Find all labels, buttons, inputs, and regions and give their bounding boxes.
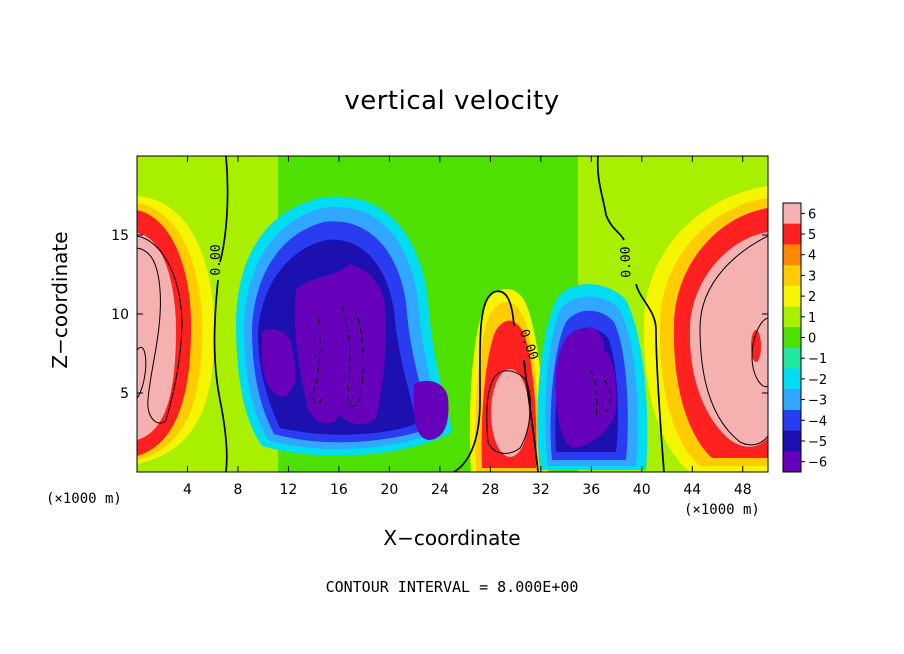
y-tick-label: 5 [120, 386, 129, 402]
colorbar-tick-label: 0 [808, 332, 816, 347]
dashed-contour-c [589, 369, 611, 419]
dashed-contour-b [341, 305, 364, 407]
x-tick-label: 40 [633, 482, 651, 498]
colorbar-swatch [783, 368, 801, 390]
x-tick-label: 8 [233, 482, 242, 498]
updraft-left-peak [137, 233, 176, 440]
x-tick-label: 32 [532, 482, 550, 498]
colorbar-swatch [783, 223, 801, 245]
contour-interval-note: CONTOUR INTERVAL = 8.000E+00 [325, 578, 579, 596]
velocity-field [137, 156, 768, 472]
zero-contour-center [453, 290, 539, 472]
colorbar-tick-label: −5 [808, 435, 827, 450]
updraft-right-peak [689, 232, 768, 447]
colorbar-swatch [783, 285, 801, 307]
colorbar-tick-label: −1 [808, 352, 827, 367]
colorbar-tick-label: 4 [808, 249, 816, 264]
downdraft-core-a [262, 329, 296, 397]
colorbar-swatch [783, 203, 801, 225]
x-tick-label: 16 [330, 482, 348, 498]
x-unit-left: (×1000 m) [46, 491, 122, 507]
x-tick-label: 12 [280, 482, 298, 498]
colorbar-tick-label: −3 [808, 394, 827, 409]
contour-right-1 [699, 235, 768, 446]
dashed-contour-a [312, 317, 323, 405]
x-axis-label: X−coordinate [383, 526, 521, 550]
x-tick-label: 44 [683, 482, 701, 498]
colorbar-tick-label: −6 [808, 456, 827, 471]
colorbar-swatch [783, 451, 801, 473]
contour-label: 0.00 [209, 244, 224, 275]
chart-title: vertical velocity [344, 86, 560, 116]
contour-left-1 [137, 235, 183, 424]
colorbar-tick-label: 5 [808, 228, 816, 243]
colorbar-swatch [783, 265, 801, 287]
x-tick-label: 4 [183, 482, 192, 498]
contour-lines [137, 156, 768, 472]
y-axis: 5 10 15 [111, 228, 768, 402]
contour-center-1 [486, 370, 531, 454]
downdraft-core-c [413, 380, 449, 440]
colorbar-swatch [783, 306, 801, 328]
updraft-right-spot [751, 330, 761, 362]
colorbar: 6 5 4 3 2 1 0 −1 −2 −3 −4 −5 −6 [782, 202, 827, 473]
y-tick-label: 15 [111, 228, 129, 244]
y-tick-label: 10 [111, 307, 129, 323]
contour-left-2 [137, 347, 147, 399]
colorbar-swatch [783, 244, 801, 266]
colorbar-tick-label: 3 [808, 269, 816, 284]
colorbar-tick-label: −2 [808, 373, 827, 388]
colorbar-swatch [783, 430, 801, 452]
downdraft-core-b [294, 264, 387, 425]
x-tick-label: 48 [734, 482, 752, 498]
colorbar-tick-label: 1 [808, 311, 816, 326]
x-axis: 4 8 12 16 20 24 28 32 36 40 44 48 [183, 156, 752, 498]
colorbar-swatch [783, 327, 801, 349]
colorbar-tick-label: −4 [808, 414, 827, 429]
updraft-center-peak [491, 369, 529, 457]
x-tick-label: 36 [582, 482, 600, 498]
colorbar-swatch [783, 389, 801, 411]
downdraft-right-core [555, 327, 617, 448]
x-unit-right: (×1000 m) [684, 502, 760, 518]
x-tick-label: 24 [431, 482, 449, 498]
zero-contour-left [213, 156, 229, 472]
zero-contour-right [596, 156, 665, 472]
colorbar-swatch [783, 409, 801, 432]
contour-right-2 [751, 317, 768, 388]
colorbar-tick-label: 6 [808, 207, 816, 222]
colorbar-tick-label: 2 [808, 290, 816, 305]
x-tick-label: 20 [380, 482, 398, 498]
x-tick-label: 28 [481, 482, 499, 498]
colorbar-swatch [783, 347, 801, 370]
contour-label: 0.00 [618, 246, 634, 278]
